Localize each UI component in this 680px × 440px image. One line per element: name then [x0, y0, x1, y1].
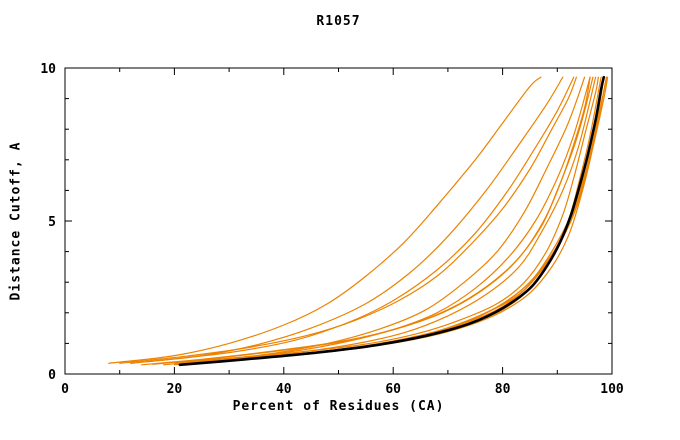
- series-model-03: [146, 76, 575, 363]
- series-model-04: [173, 76, 586, 364]
- x-axis-label: Percent of Residues (CA): [232, 399, 445, 414]
- x-tick-label: 0: [61, 382, 69, 397]
- x-tick-label: 60: [385, 382, 401, 397]
- series-model-07: [173, 76, 602, 366]
- series-model-14: [228, 76, 608, 362]
- y-tick-label: 5: [48, 215, 56, 230]
- series-model-15: [151, 76, 591, 365]
- series-model-05: [184, 76, 591, 363]
- series-model-01: [108, 76, 542, 364]
- x-tick-label: 20: [167, 382, 183, 397]
- y-tick-label: 10: [40, 62, 56, 77]
- x-tick-label: 80: [495, 382, 511, 397]
- series-model-08: [162, 76, 599, 366]
- series-model-16: [119, 76, 577, 364]
- series-model-10: [184, 76, 605, 365]
- x-tick-label: 40: [276, 382, 292, 397]
- y-tick-label: 0: [48, 368, 56, 383]
- series-model-09: [140, 76, 594, 366]
- series-reference: [178, 75, 606, 367]
- chart-title: R1057: [316, 14, 361, 29]
- series-model-12: [206, 76, 608, 363]
- plot-border: [64, 67, 613, 375]
- x-tick-label: 100: [600, 382, 624, 397]
- series-model-11: [195, 76, 605, 364]
- series-model-02: [130, 76, 564, 364]
